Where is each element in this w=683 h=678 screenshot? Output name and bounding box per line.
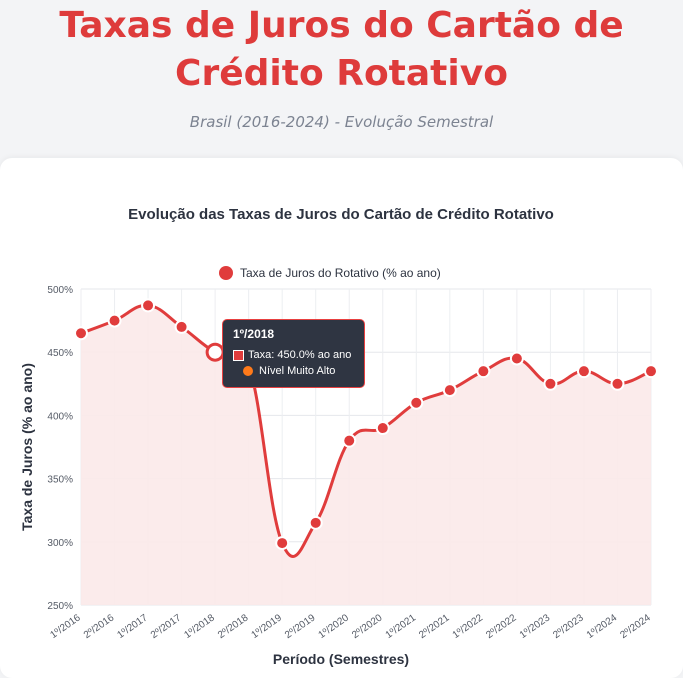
legend-marker [219,266,233,280]
data-point[interactable] [576,364,591,379]
data-point-active[interactable] [205,342,225,362]
x-tick-label: 2º/2017 [149,612,184,641]
chart-legend[interactable]: Taxa de Juros do Rotativo (% ao ano) [219,266,441,280]
data-point[interactable] [342,433,357,448]
data-tooltip: 1º/2018 Taxa: 450.0% ao ano Nível Muito … [222,319,365,388]
chart-title: Evolução das Taxas de Juros do Cartão de… [128,206,554,223]
data-point[interactable] [509,351,524,366]
x-tick-label: 1º/2023 [518,612,553,641]
data-point[interactable] [442,383,457,398]
page-subtitle: Brasil (2016-2024) - Evolução Semestral [189,113,494,131]
data-point[interactable] [174,319,189,334]
x-tick-label: 1º/2019 [250,612,285,641]
data-point[interactable] [141,298,156,313]
x-tick-label: 2º/2019 [283,612,318,641]
data-point[interactable] [476,364,491,379]
x-tick-label: 2º/2020 [350,612,385,641]
x-tick-label: 1º/2018 [182,612,217,641]
data-point[interactable] [610,376,625,391]
x-tick-label: 1º/2016 [48,612,83,641]
y-tick-label: 400% [47,411,73,422]
data-point[interactable] [275,536,290,551]
data-point[interactable] [375,421,390,436]
data-point[interactable] [409,395,424,410]
x-tick-label: 1º/2024 [585,612,620,641]
x-tick-label: 1º/2022 [451,612,486,641]
x-tick-label: 2º/2021 [417,612,452,641]
x-tick-label: 1º/2021 [384,612,419,641]
tooltip-note: Nível Muito Alto [259,365,336,377]
tooltip-value: Taxa: 450.0% ao ano [248,349,352,361]
x-tick-label: 1º/2020 [317,612,352,641]
y-tick-label: 350% [47,475,73,486]
series-area [81,305,651,605]
tooltip-title: 1º/2018 [233,327,275,341]
x-tick-label: 1º/2017 [115,612,150,641]
y-tick-label: 500% [47,285,73,296]
x-tick-label: 2º/2022 [484,612,519,641]
data-point[interactable] [644,364,658,379]
data-point[interactable] [308,515,323,530]
y-tick-label: 250% [47,601,73,612]
x-tick-label: 2º/2023 [551,612,586,641]
data-point[interactable] [74,326,88,341]
data-point[interactable] [543,376,558,391]
x-tick-label: 2º/2024 [618,612,653,641]
legend-label: Taxa de Juros do Rotativo (% ao ano) [240,266,441,280]
page-title: Taxas de Juros do Cartão de Crédito Rota… [59,5,624,94]
tooltip-swatch [233,349,244,361]
x-tick-label: 2º/2016 [82,612,117,641]
x-axis-title: Período (Semestres) [273,651,409,667]
data-point[interactable] [107,313,122,328]
y-tick-label: 300% [47,538,73,549]
y-axis-title: Taxa de Juros (% ao ano) [19,363,35,531]
y-tick-label: 450% [47,348,73,359]
tooltip-status-dot [243,366,253,376]
x-tick-label: 2º/2018 [216,612,251,641]
